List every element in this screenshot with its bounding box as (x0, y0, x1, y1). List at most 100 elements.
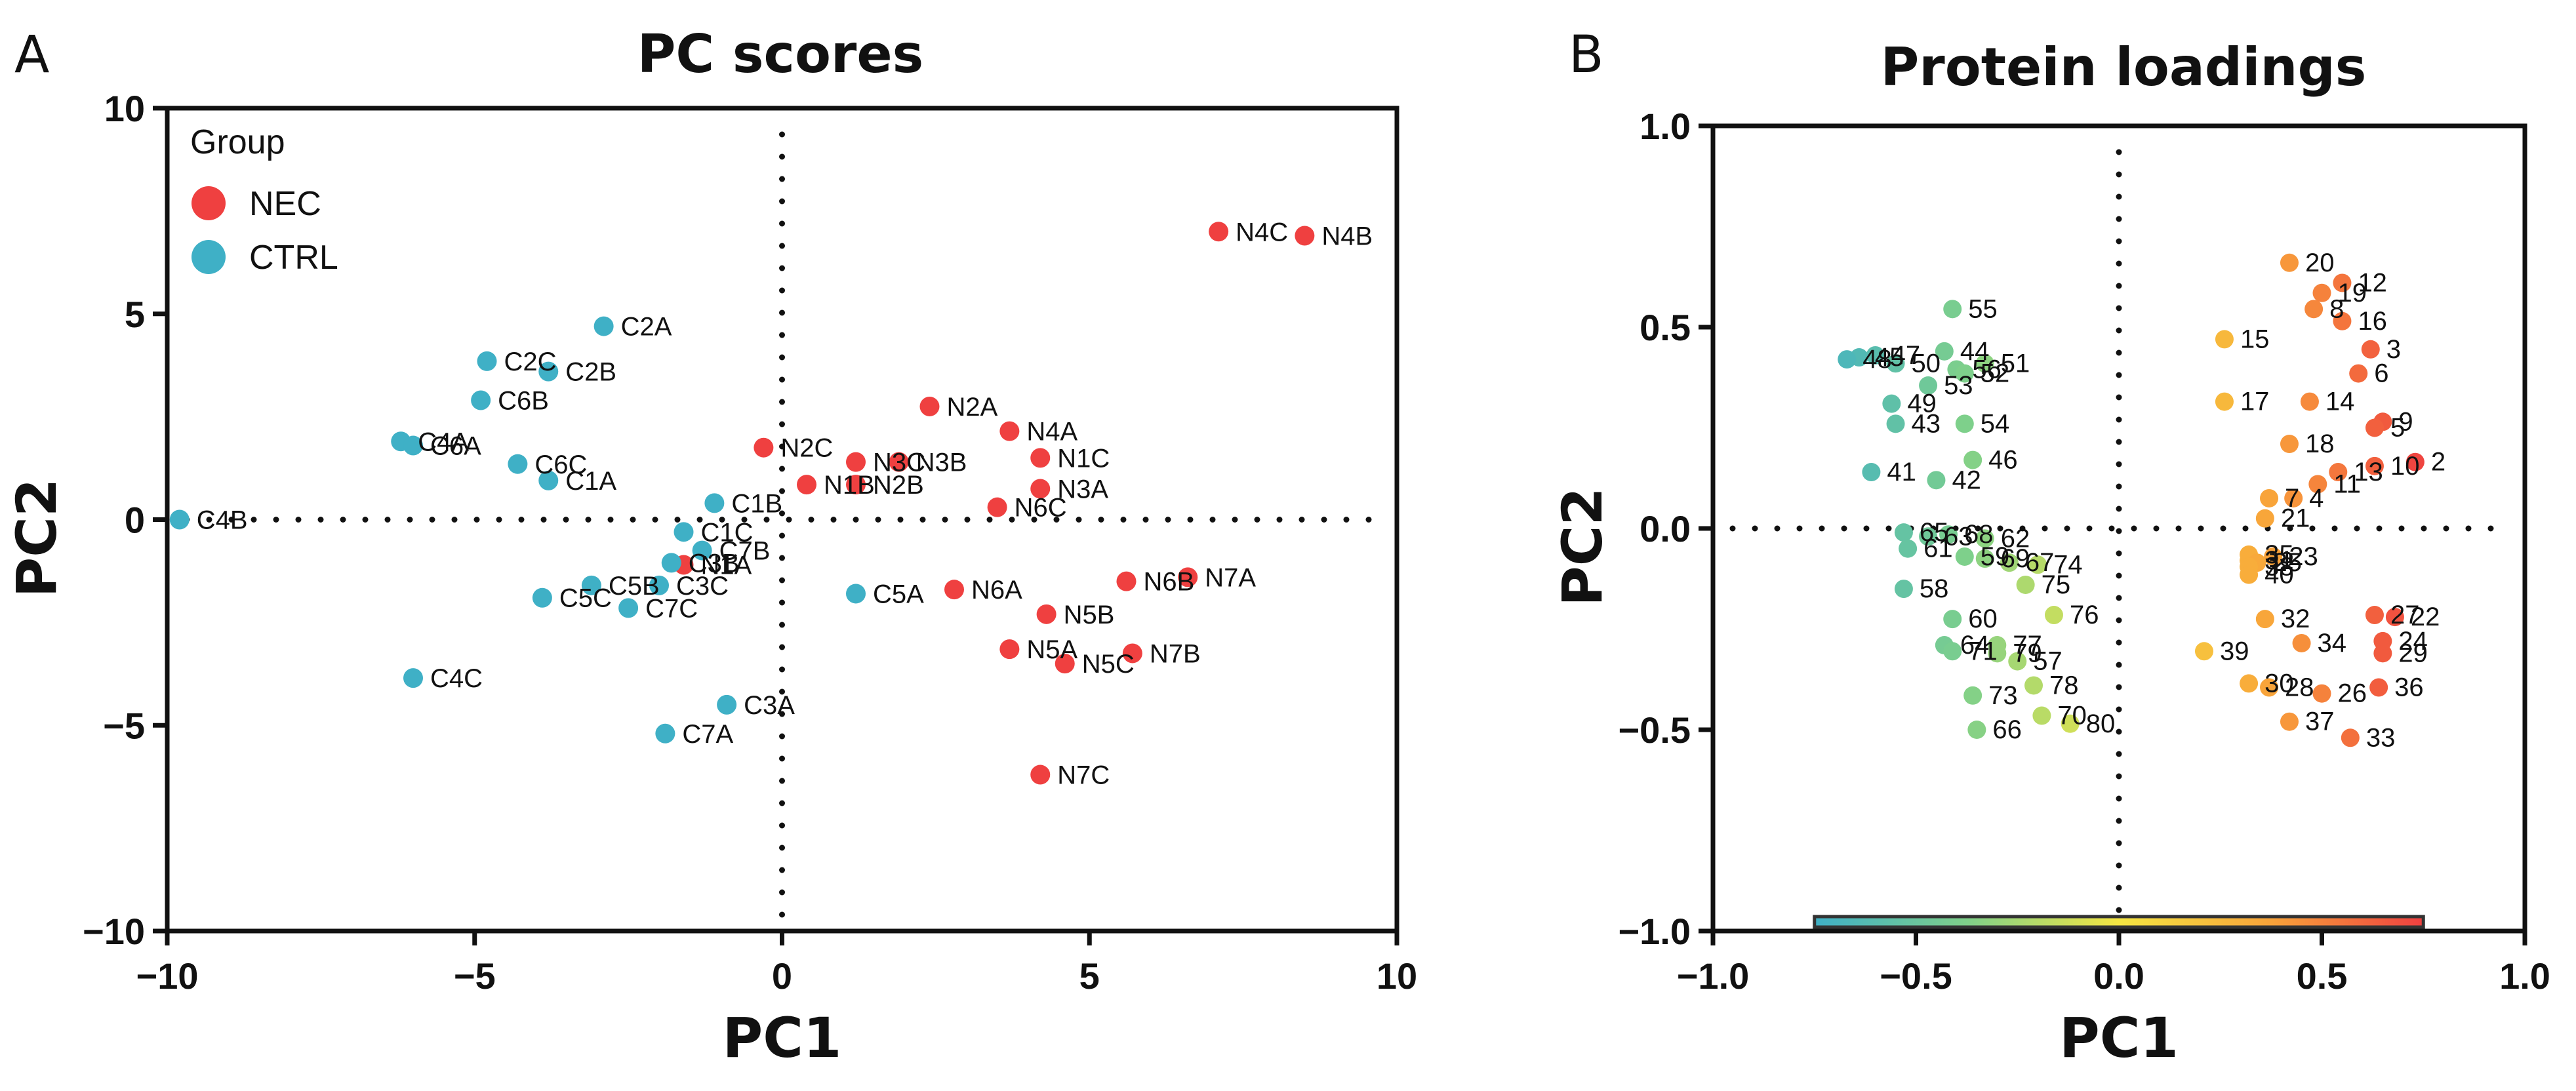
loading-label-44: 44 (1960, 337, 1990, 366)
point-c1a (538, 470, 559, 490)
loading-point-54 (1955, 414, 1974, 433)
point-c7b (692, 540, 712, 561)
loading-label-40: 40 (2264, 561, 2294, 589)
loading-label-65: 65 (1920, 518, 1949, 547)
point-n6c (987, 497, 1007, 517)
point-label-n3c: N3C (873, 448, 925, 477)
loading-point-80 (2061, 714, 2080, 733)
loading-label-46: 46 (1988, 446, 2018, 475)
point-label-c4a: C4A (418, 427, 469, 456)
point-n2a (919, 396, 940, 416)
legend-label-ctrl: CTRL (249, 239, 338, 277)
loading-label-28: 28 (2285, 673, 2314, 702)
point-n1b (797, 475, 816, 495)
loading-label-25: 25 (2272, 548, 2302, 577)
loading-label-68: 68 (1964, 520, 1994, 549)
point-n7c (1030, 764, 1051, 785)
loading-point-78 (2024, 676, 2043, 695)
point-n6a (944, 580, 964, 600)
loading-label-22: 22 (2411, 603, 2440, 631)
loading-label-24: 24 (2398, 627, 2428, 656)
point-n1c (1030, 448, 1051, 468)
loading-label-38: 38 (2264, 552, 2294, 581)
point-label-c3b: C3B (689, 549, 740, 578)
loading-label-45: 45 (1875, 343, 1904, 372)
panel-a-y-tick-label: −10 (83, 911, 145, 952)
loading-label-3: 3 (2386, 335, 2401, 364)
panel-b-points (1838, 253, 2425, 747)
loading-label-73: 73 (1988, 681, 2018, 710)
loading-point-43 (1886, 414, 1905, 433)
point-label-n3a: N3A (1057, 475, 1108, 504)
point-label-n4b: N4B (1321, 222, 1373, 251)
loading-label-34: 34 (2318, 629, 2347, 658)
panel-b-title: Protein loadings (1881, 37, 2367, 98)
loading-label-62: 62 (2001, 524, 2030, 553)
panel-b-x-tick-label: 1.0 (2499, 955, 2550, 997)
loading-point-71 (1943, 642, 1962, 661)
loading-label-23: 23 (2289, 542, 2318, 571)
point-c1c (674, 522, 694, 542)
loading-label-15: 15 (2240, 325, 2270, 353)
loading-point-74 (2028, 555, 2047, 574)
loading-label-78: 78 (2049, 671, 2079, 700)
loading-point-65 (1894, 523, 1913, 542)
loading-point-15 (2215, 330, 2234, 349)
loading-point-41 (1862, 463, 1881, 482)
loading-point-55 (1943, 300, 1962, 319)
point-c5c (532, 587, 552, 608)
loading-label-6: 6 (2374, 359, 2388, 388)
loading-point-2 (2405, 452, 2425, 471)
loading-point-42 (1927, 471, 1946, 490)
point-c6a (403, 435, 423, 456)
loading-label-37: 37 (2305, 707, 2335, 736)
point-c3c (649, 575, 669, 595)
point-label-c7a: C7A (682, 720, 733, 749)
loading-label-4: 4 (2309, 484, 2324, 513)
loading-point-47 (1866, 346, 1885, 365)
panel-a-x-tick-label: 0 (772, 955, 792, 997)
point-c1b (704, 493, 725, 513)
point-label-c5c: C5C (559, 584, 612, 613)
point-c3b (661, 553, 681, 573)
loading-point-29 (2373, 644, 2392, 663)
panel-a-y-tick-label: 5 (125, 294, 145, 335)
loading-label-29: 29 (2398, 639, 2428, 667)
loading-label-51: 51 (2001, 349, 2030, 378)
loading-point-44 (1935, 342, 1954, 361)
legend-marker-nec (191, 186, 226, 220)
loading-label-74: 74 (2053, 550, 2083, 579)
point-n4a (999, 421, 1020, 441)
loading-label-70: 70 (2057, 702, 2087, 730)
panel-b-y-axis-title: PC2 (1550, 487, 1615, 606)
point-label-n7b: N7B (1150, 639, 1201, 668)
loading-label-30: 30 (2264, 669, 2294, 698)
point-label-c2c: C2C (504, 347, 557, 376)
point-label-n1b: N1B (824, 471, 875, 500)
point-label-n4c: N4C (1236, 218, 1288, 247)
loading-point-27 (2365, 606, 2384, 625)
panel-b-x-tick-label: 0.5 (2297, 955, 2348, 997)
point-label-c4c: C4C (430, 664, 483, 693)
panel-b-x-axis-title: PC1 (2059, 1006, 2179, 1070)
point-n3b (889, 452, 909, 472)
loading-label-67: 67 (2025, 548, 2055, 577)
loading-label-76: 76 (2070, 601, 2099, 629)
panel-b-letter: B (1569, 26, 1604, 85)
loading-point-4 (2284, 488, 2303, 507)
panel-b-y-tick-label: 1.0 (1640, 106, 1691, 147)
loading-point-17 (2215, 392, 2234, 411)
panel-a-y-tick-label: 0 (125, 500, 145, 541)
loading-point-37 (2280, 712, 2299, 731)
point-label-n6c: N6C (1015, 494, 1067, 523)
point-c2b (538, 361, 559, 382)
loading-label-49: 49 (1907, 389, 1937, 418)
loading-point-46 (1963, 450, 1982, 469)
panel-a-y-ticks: −10 −5 0 5 10 (83, 88, 167, 952)
loading-label-55: 55 (1968, 294, 1998, 323)
loading-label-21: 21 (2281, 504, 2310, 533)
loading-point-8 (2304, 300, 2324, 319)
